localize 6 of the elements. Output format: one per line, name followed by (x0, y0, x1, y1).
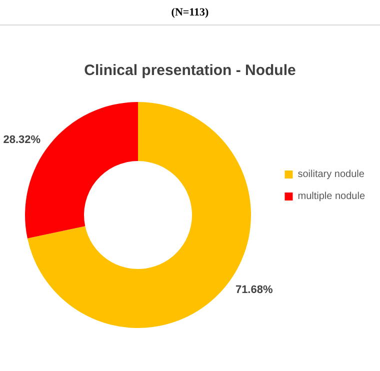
legend-label: soilitary nodule (298, 169, 365, 180)
data-label: 28.32% (3, 134, 41, 146)
legend-label: multiple nodule (298, 191, 366, 202)
chart-subtitle: (N=113) (171, 6, 210, 18)
data-label: 71.68% (235, 284, 273, 296)
chart-title: Clinical presentation - Nodule (84, 62, 296, 79)
